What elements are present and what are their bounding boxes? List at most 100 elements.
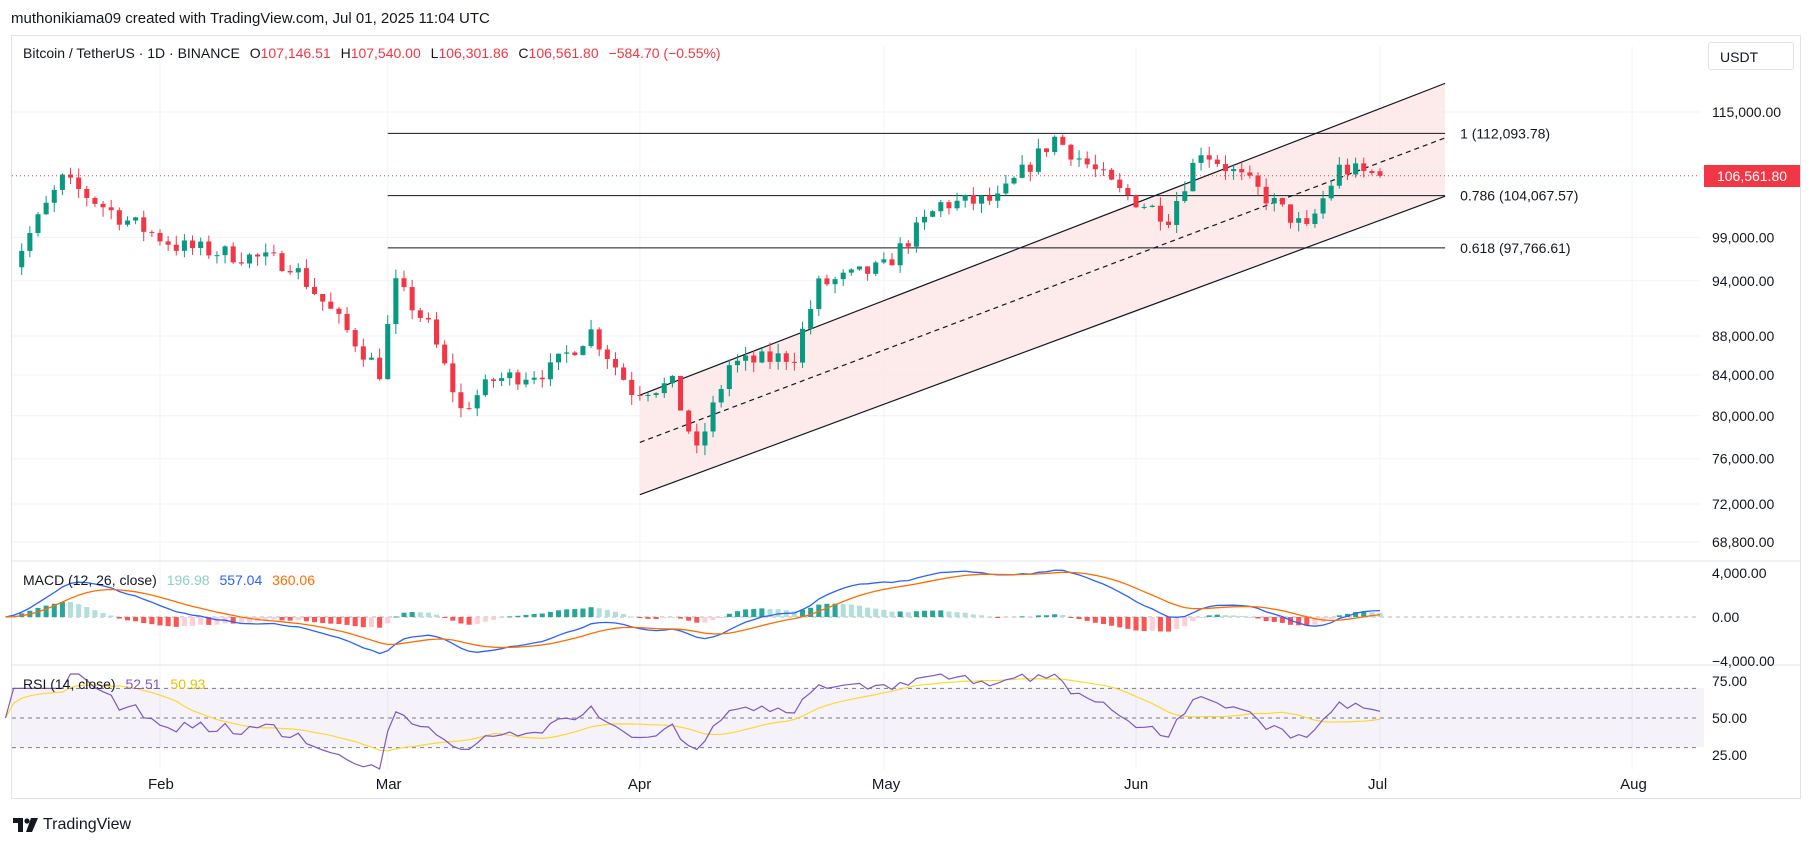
macd-histogram-bar <box>1214 614 1220 617</box>
macd-histogram-bar <box>1271 617 1277 622</box>
macd-histogram-bar <box>1044 615 1050 617</box>
macd-histogram-bar <box>287 617 293 621</box>
candle-body <box>1100 169 1106 171</box>
macd-histogram-bar <box>43 605 49 617</box>
macd-histogram-bar <box>791 611 797 617</box>
rsi-ma-value: 50.93 <box>170 676 206 692</box>
macd-histogram-bar <box>678 617 684 619</box>
candle-body <box>1222 164 1228 172</box>
macd-histogram-bar <box>320 617 326 624</box>
macd-histogram-bar <box>1304 617 1310 626</box>
macd-histogram-bar <box>572 609 578 617</box>
candle-body <box>995 193 1001 201</box>
candle-body <box>474 395 480 409</box>
macd-title[interactable]: MACD (12, 26, close) <box>23 572 157 588</box>
fib-level-label: 0.618 (97,766.61) <box>1460 240 1571 256</box>
symbol-title[interactable]: Bitcoin / TetherUS · 1D · BINANCE <box>23 45 240 61</box>
time-axis-tick: Feb <box>148 776 174 793</box>
candle-body <box>271 252 277 254</box>
macd-axis-tick: 0.00 <box>1712 609 1739 625</box>
candle-body <box>246 254 252 264</box>
macd-histogram-bar <box>978 615 984 617</box>
time-axis-tick: Aug <box>1620 776 1647 793</box>
macd-histogram-bar <box>1027 616 1033 618</box>
candle-body <box>1247 172 1253 176</box>
macd-histogram-bar <box>881 609 887 617</box>
macd-histogram-bar <box>1369 612 1375 617</box>
macd-histogram-bar <box>68 602 74 617</box>
macd-line <box>5 569 1381 655</box>
tradingview-brand[interactable]: TradingView <box>13 816 131 834</box>
price-axis-tick: 76,000.00 <box>1712 451 1774 467</box>
candle-body <box>726 365 732 390</box>
macd-histogram-bar <box>621 614 627 617</box>
macd-histogram-bar <box>92 610 98 617</box>
candle-body <box>1027 164 1033 172</box>
candle-body <box>206 241 212 256</box>
candle-body <box>564 352 570 354</box>
macd-histogram-bar <box>913 611 919 617</box>
macd-histogram-bar <box>214 617 220 625</box>
macd-histogram-bar <box>1174 617 1180 629</box>
macd-histogram-bar <box>1361 611 1367 617</box>
candle-body <box>1198 155 1204 163</box>
macd-histogram-bar <box>539 613 545 617</box>
candle-body <box>905 243 911 247</box>
macd-histogram-bar <box>1157 617 1163 632</box>
macd-histogram-bar <box>1263 617 1269 621</box>
macd-histogram-bar <box>507 616 513 618</box>
macd-histogram-bar <box>360 617 366 628</box>
macd-histogram-bar <box>1125 617 1131 629</box>
macd-axis-tick: 4,000.00 <box>1712 565 1767 581</box>
macd-axis-tick: −4,000.00 <box>1712 653 1775 669</box>
candle-body <box>1344 164 1350 175</box>
macd-histogram-bar <box>995 617 1001 618</box>
macd-histogram-bar <box>905 612 911 617</box>
price-axis-tick: 80,000.00 <box>1712 408 1774 424</box>
candle-body <box>1125 187 1131 196</box>
currency-selector[interactable]: USDT <box>1708 42 1794 70</box>
macd-histogram-bar <box>198 617 204 625</box>
candle-body <box>312 286 318 295</box>
candle-body <box>588 329 594 347</box>
candle-body <box>352 330 358 347</box>
macd-histogram-bar <box>1182 617 1188 626</box>
macd-histogram-bar <box>824 603 830 617</box>
candle-body <box>336 308 342 314</box>
macd-histogram-bar <box>1060 614 1066 617</box>
macd-histogram-bar <box>206 617 212 625</box>
candle-body <box>35 214 41 234</box>
rsi-axis-tick: 25.00 <box>1712 747 1747 763</box>
candle-body <box>612 359 618 368</box>
macd-histogram-bar <box>580 608 586 617</box>
macd-histogram-bar <box>368 617 374 628</box>
candle-body <box>1174 200 1180 225</box>
candle-body <box>303 268 309 287</box>
channel-fill <box>639 83 1446 495</box>
candle-body <box>751 355 757 363</box>
price-axis-tick: 72,000.00 <box>1712 496 1774 512</box>
rsi-title[interactable]: RSI (14, close) <box>23 676 116 692</box>
candle-body <box>1304 218 1310 224</box>
macd-histogram-bar <box>328 617 334 624</box>
macd-histogram-bar <box>954 612 960 617</box>
macd-histogram-bar <box>547 611 553 617</box>
candle-body <box>889 259 895 266</box>
candle-body <box>669 375 675 384</box>
candle-body <box>1044 148 1050 153</box>
time-axis-tick: Apr <box>628 776 651 793</box>
rsi-pane <box>4 673 1704 770</box>
low-label: L <box>430 45 439 61</box>
macd-histogram-bar <box>385 617 391 624</box>
macd-histogram-bar <box>1035 615 1041 617</box>
change-value: −584.70 (−0.55%) <box>608 45 721 61</box>
candle-body <box>198 241 204 249</box>
candle-body <box>816 278 822 309</box>
candle-body <box>19 250 25 268</box>
candle-body <box>743 355 749 361</box>
candle-body <box>946 202 952 209</box>
rsi-ma-line <box>4 678 1381 752</box>
candle-body <box>930 211 936 217</box>
fib-level-label: 0.786 (104,067.57) <box>1460 188 1578 204</box>
